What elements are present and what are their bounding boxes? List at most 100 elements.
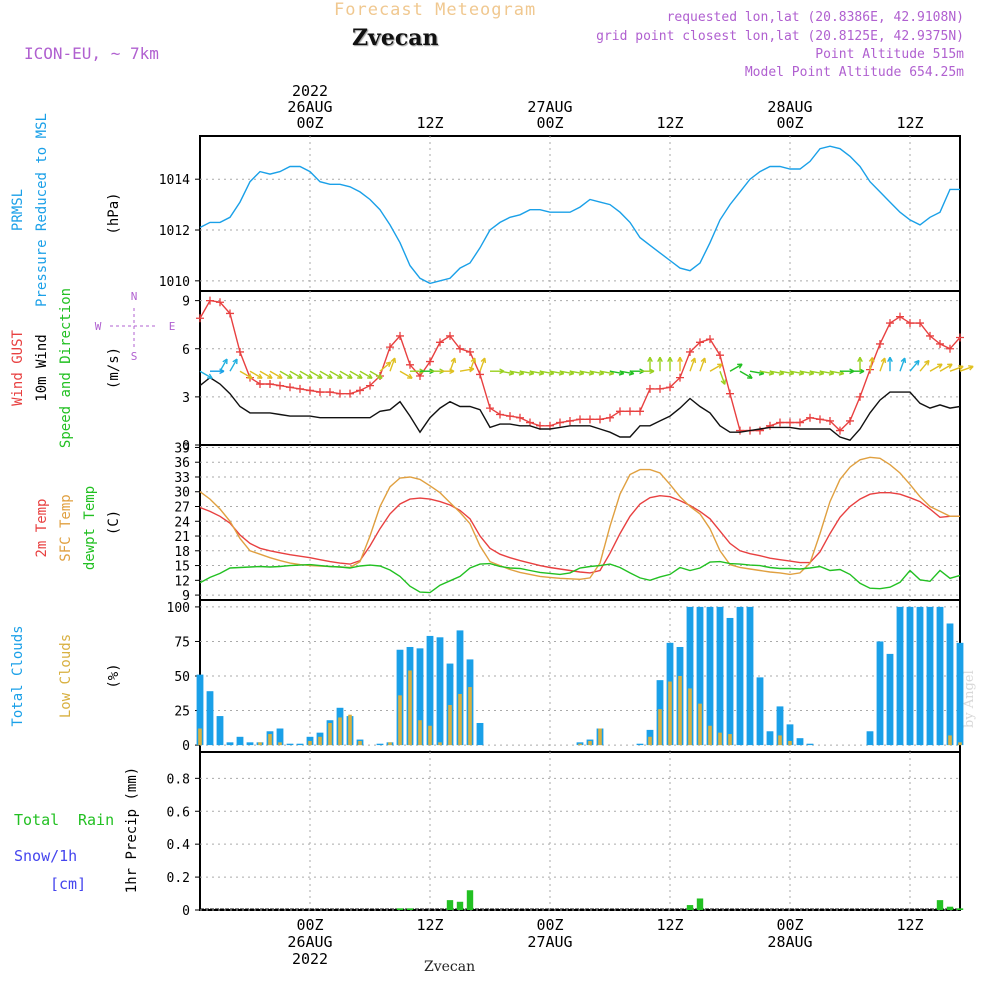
top-time-label: 00Z <box>536 114 563 132</box>
compass-e: E <box>169 320 176 333</box>
series-line <box>199 492 960 574</box>
wind-arrow <box>239 370 253 379</box>
wind-arrow-head <box>747 373 753 379</box>
wind-arrow-head <box>347 373 353 379</box>
wind-arrow-head <box>677 356 683 362</box>
wind-arrow <box>799 370 814 375</box>
gridpoint-coords: grid point closest lon,lat (20.8125E, 42… <box>596 29 964 44</box>
wind-arrow-head <box>367 373 373 379</box>
low-cloud-bar <box>708 725 712 746</box>
total-cloud-bar <box>476 722 484 746</box>
gust-marker <box>446 331 454 340</box>
gust-marker <box>586 415 594 424</box>
y-tick-label: 50 <box>174 670 190 685</box>
panel-series-label: Speed and Direction <box>58 288 74 448</box>
low-cloud-bar <box>698 703 702 746</box>
y-tick-label: 0.8 <box>167 772 190 787</box>
wind-arrow <box>769 370 784 375</box>
y-tick-label: 100 <box>167 601 190 616</box>
bottom-time-label: 00Z <box>776 916 803 934</box>
rain-bar <box>956 908 964 910</box>
wind-arrow-head <box>377 373 383 379</box>
panel-series-label: 10m Wind <box>34 334 50 401</box>
rain-bar <box>936 900 944 910</box>
low-cloud-bar <box>318 736 322 746</box>
low-cloud-bar <box>728 734 732 746</box>
bottom-time-label: 2022 <box>292 950 328 968</box>
gust-marker <box>846 416 854 425</box>
total-cloud-bar <box>206 691 214 746</box>
total-cloud-bar <box>936 606 944 746</box>
wind-arrow <box>689 357 696 372</box>
panel-frame <box>199 444 961 601</box>
wind-arrow <box>749 370 764 375</box>
wind-arrow <box>469 357 476 372</box>
gust-marker <box>346 389 354 398</box>
top-time-label: 27AUG <box>527 98 572 116</box>
total-cloud-bar <box>416 648 424 746</box>
wind-arrow <box>289 370 303 379</box>
wind-arrow-head <box>450 357 457 364</box>
gust-marker <box>306 386 314 395</box>
wind-arrow-head <box>287 373 293 379</box>
total-cloud-bar <box>686 606 694 746</box>
gust-marker <box>466 347 474 356</box>
low-cloud-bar <box>468 687 472 746</box>
gust-marker <box>326 388 334 397</box>
wind-arrow-head <box>900 357 907 364</box>
wind-arrow <box>309 370 323 379</box>
wind-arrow-head <box>307 373 313 379</box>
y-tick-label: 12 <box>174 574 190 589</box>
wind-arrow-head <box>357 373 363 379</box>
wind-arrow <box>259 370 273 379</box>
rain-bar <box>396 908 404 910</box>
wind-arrow <box>579 370 594 375</box>
wind-arrow-head <box>737 363 743 369</box>
gust-marker <box>686 347 694 356</box>
gust-marker <box>636 407 644 416</box>
total-cloud-bar <box>926 606 934 746</box>
total-cloud-bar <box>716 606 724 746</box>
panel-series-label: 2m Temp <box>34 498 50 557</box>
y-unit-label: 1hr Precip (mm) <box>124 767 140 893</box>
wind-arrow <box>569 370 584 375</box>
wind-arrow <box>619 370 634 375</box>
total-cloud-bar <box>196 674 204 746</box>
wind-arrow-head <box>857 356 863 362</box>
wind-arrow-head <box>407 373 413 379</box>
panel-series-label: PRMSL <box>10 189 26 231</box>
gust-marker <box>886 319 894 328</box>
low-cloud-bar <box>258 742 262 746</box>
gust-marker <box>926 331 934 340</box>
wind-arrow <box>299 370 313 379</box>
low-cloud-bar <box>388 742 392 746</box>
total-cloud-bar <box>806 743 814 746</box>
gust-marker <box>576 415 584 424</box>
gust-marker <box>736 426 744 435</box>
panel-series-label: Total Clouds <box>10 625 26 726</box>
precip-legend-unit: [cm] <box>50 875 86 893</box>
gust-marker <box>806 413 814 422</box>
gust-marker <box>486 404 494 413</box>
low-cloud-bar <box>198 728 202 746</box>
wind-arrow <box>279 370 293 379</box>
gust-marker <box>476 370 484 379</box>
wind-arrow-head <box>317 373 323 379</box>
gust-marker <box>566 416 574 425</box>
wind-arrow <box>919 360 930 372</box>
gust-marker <box>316 388 324 397</box>
rain-bar <box>696 898 704 910</box>
y-tick-label: 1010 <box>159 275 190 290</box>
total-cloud-bar <box>946 623 954 746</box>
y-tick-label: 0.4 <box>167 838 191 853</box>
bottom-time-label: 00Z <box>296 916 323 934</box>
gust-marker <box>406 360 414 369</box>
gust-marker <box>456 344 464 353</box>
y-tick-label: 27 <box>174 501 190 516</box>
total-cloud-bar <box>916 606 924 746</box>
series-line <box>199 299 961 432</box>
panel-frame <box>199 135 961 292</box>
rain-bar <box>406 908 414 910</box>
meteogram-title: Forecast Meteogram <box>334 0 537 20</box>
gust-marker <box>226 309 234 318</box>
